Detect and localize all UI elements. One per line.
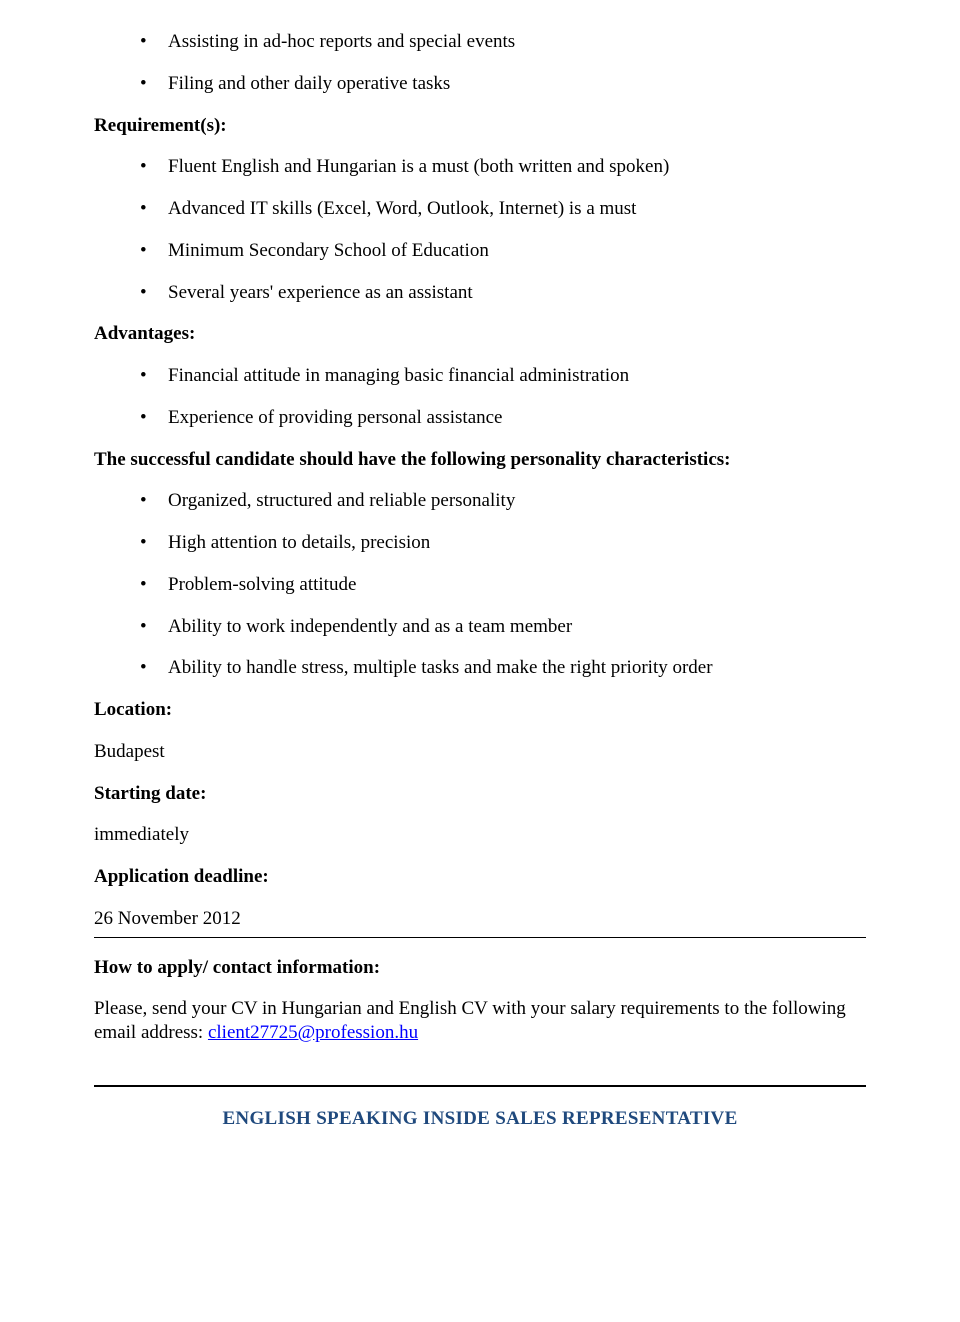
personality-heading: The successful candidate should have the… — [94, 448, 866, 472]
starting-date-heading: Starting date: — [94, 782, 866, 806]
list-item: Organized, structured and reliable perso… — [140, 489, 866, 513]
how-to-apply-prefix: Please, send your CV in Hungarian and En… — [94, 998, 846, 1043]
location-heading: Location: — [94, 698, 866, 722]
list-item: Assisting in ad-hoc reports and special … — [140, 30, 866, 54]
personality-list: Organized, structured and reliable perso… — [94, 489, 866, 680]
advantages-list: Financial attitude in managing basic fin… — [94, 364, 866, 430]
list-item: Ability to work independently and as a t… — [140, 615, 866, 639]
list-item: High attention to details, precision — [140, 531, 866, 555]
deadline-value: 26 November 2012 — [94, 907, 866, 931]
list-item: Minimum Secondary School of Education — [140, 239, 866, 263]
list-item: Problem-solving attitude — [140, 573, 866, 597]
contact-email-link[interactable]: client27725@profession.hu — [208, 1022, 418, 1043]
list-item: Fluent English and Hungarian is a must (… — [140, 155, 866, 179]
list-item: Filing and other daily operative tasks — [140, 72, 866, 96]
document-page: Assisting in ad-hoc reports and special … — [0, 0, 960, 1322]
section-divider — [94, 1085, 866, 1087]
starting-date-value: immediately — [94, 823, 866, 847]
advantages-heading: Advantages: — [94, 322, 866, 346]
list-item: Financial attitude in managing basic fin… — [140, 364, 866, 388]
how-to-apply-heading: How to apply/ contact information: — [94, 956, 866, 980]
list-item: Advanced IT skills (Excel, Word, Outlook… — [140, 197, 866, 221]
list-item: Experience of providing personal assista… — [140, 406, 866, 430]
deadline-heading: Application deadline: — [94, 865, 866, 889]
divider — [94, 937, 866, 938]
requirements-heading: Requirement(s): — [94, 114, 866, 138]
top-bullet-list: Assisting in ad-hoc reports and special … — [94, 30, 866, 96]
requirements-list: Fluent English and Hungarian is a must (… — [94, 155, 866, 304]
list-item: Several years' experience as an assistan… — [140, 281, 866, 305]
location-value: Budapest — [94, 740, 866, 764]
how-to-apply-text: Please, send your CV in Hungarian and En… — [94, 997, 866, 1045]
footer-title: ENGLISH SPEAKING INSIDE SALES REPRESENTA… — [94, 1107, 866, 1131]
list-item: Ability to handle stress, multiple tasks… — [140, 656, 866, 680]
